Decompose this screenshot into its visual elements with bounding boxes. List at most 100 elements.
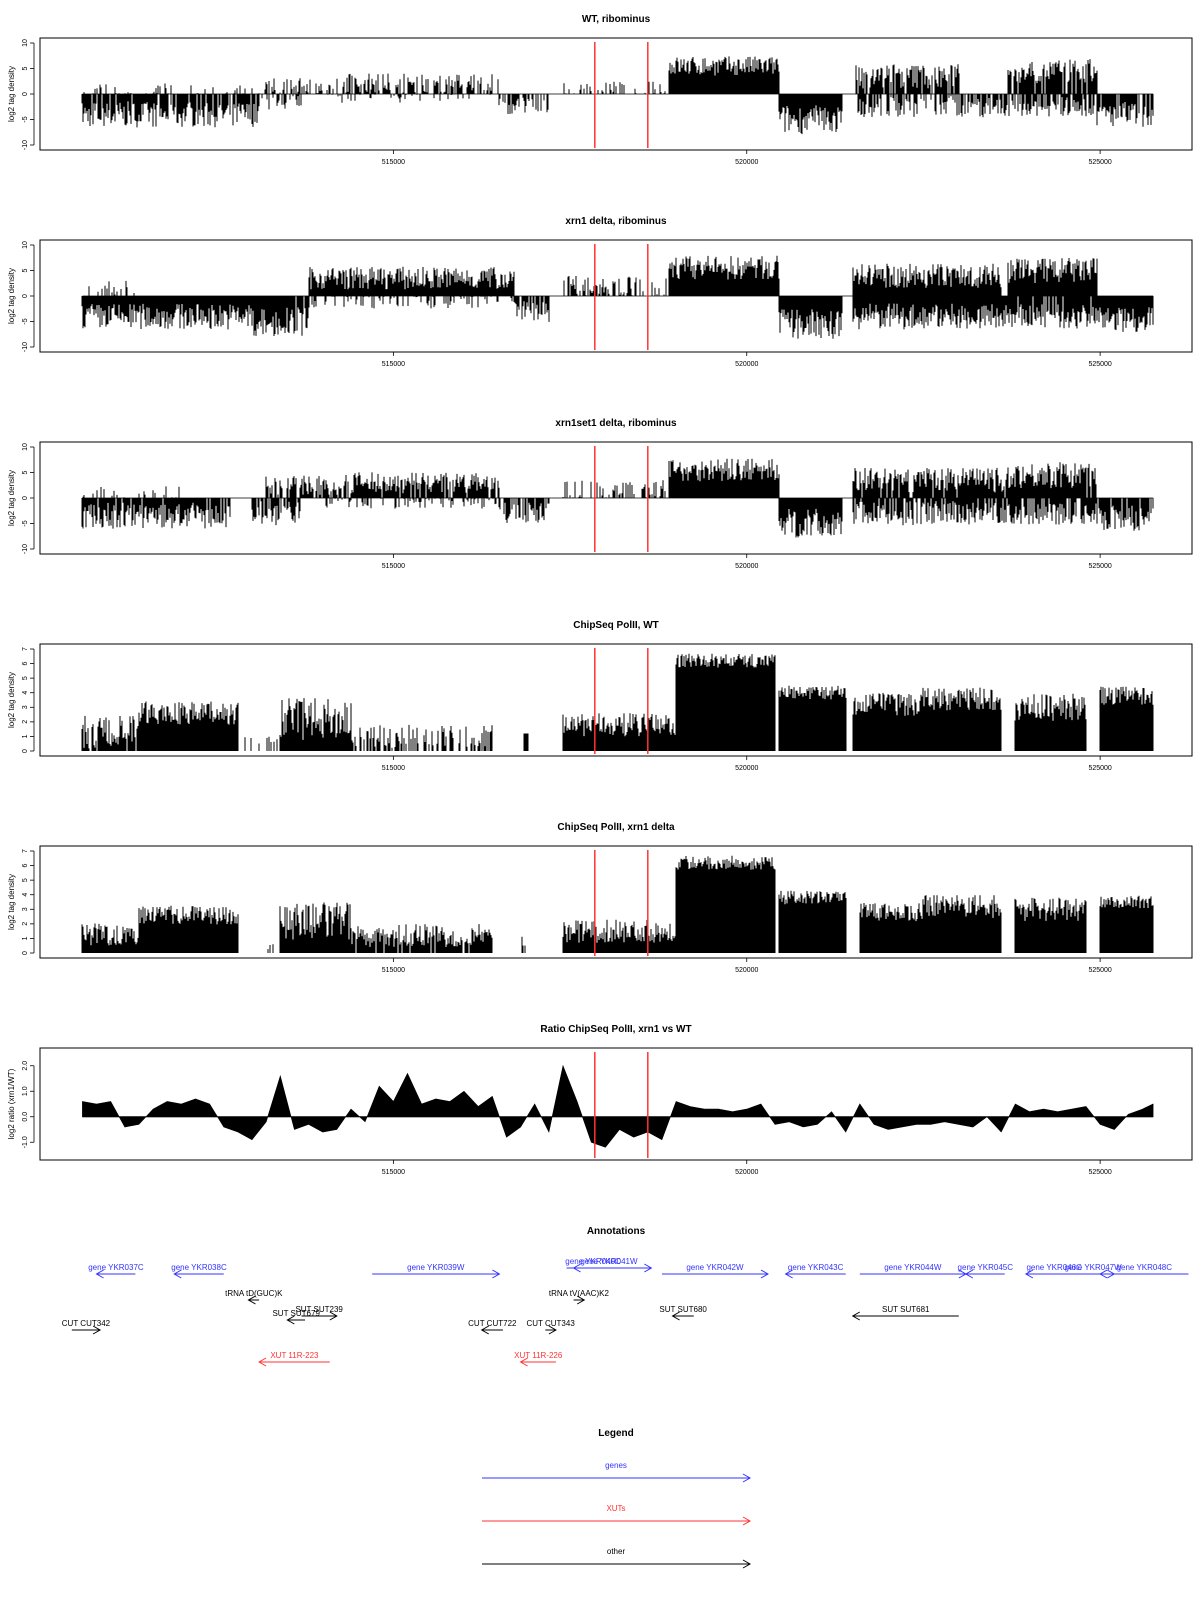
- annotation-label: gene YKR045C: [958, 1263, 1014, 1272]
- density-bars-segment-13: [1007, 59, 1098, 94]
- density-bars-segment-3: [251, 498, 301, 526]
- density-bars-segment-2: [82, 486, 180, 498]
- legend-title: Legend: [598, 1428, 634, 1439]
- y-tick-label: 5: [22, 878, 29, 882]
- annotation-arrow-head: [964, 1269, 974, 1279]
- density-bars-segment-10: [778, 94, 843, 135]
- annotation-arrow-head: [1024, 1269, 1034, 1279]
- annotation-arrow-head: [173, 1269, 182, 1279]
- density-bars-segment-1: [81, 94, 260, 128]
- y-tick-label: 5: [22, 66, 29, 70]
- y-tick-label: -10: [22, 140, 29, 150]
- annotation-label: XUT 11R-223: [270, 1351, 319, 1360]
- y-tick-label: -10: [22, 544, 29, 554]
- annotation-label: CUT CUT722: [468, 1319, 517, 1328]
- y-tick-label: 2: [22, 720, 29, 724]
- density-bars-segment-12: [852, 498, 1009, 526]
- annotation-label: gene YKR043C: [788, 1263, 844, 1272]
- panel-title: Ratio ChipSeq PolII, xrn1 vs WT: [540, 1024, 691, 1035]
- density-bars-segment-2: [88, 280, 135, 296]
- annotation-xut-11r-223: XUT 11R-223: [258, 1351, 330, 1367]
- y-tick-label: 0: [22, 951, 29, 955]
- y-axis-label: log2 tag density: [7, 672, 16, 728]
- annotation-arrow-head: [1099, 1269, 1108, 1279]
- y-tick-label: -10: [22, 342, 29, 352]
- legend-item-other: other: [482, 1547, 752, 1569]
- annotation-gene-ykr047w: gene YKR047W: [1064, 1263, 1122, 1279]
- density-bars-segment-6: [523, 733, 529, 751]
- density-bars-segment-14: [984, 94, 1098, 117]
- panel-title: ChipSeq PolII, WT: [573, 620, 659, 631]
- y-tick-label: 10: [22, 241, 29, 249]
- density-bars-segment-2: [83, 83, 273, 94]
- y-tick-label: 10: [22, 39, 29, 47]
- density-bars-segment-8: [675, 855, 776, 953]
- density-bars-segment-15: [1096, 498, 1154, 531]
- y-tick-label: 6: [22, 864, 29, 868]
- density-bars-segment-9: [778, 296, 843, 339]
- density-bars-segment-14: [1096, 296, 1154, 332]
- density-bars-segment-3: [261, 94, 302, 110]
- y-axis-label: log2 tag density: [7, 874, 16, 930]
- x-tick-label: 520000: [735, 159, 758, 166]
- legend-panel: Legend genes XUTs other: [482, 1428, 752, 1569]
- density-bars-segment-9: [778, 890, 847, 953]
- plot-frame: [39, 37, 1193, 151]
- annotation-label: SUT SUT679: [272, 1309, 320, 1318]
- annotation-label: tRNA tD(GUC)K: [225, 1289, 283, 1298]
- density-bars-segment-6: [325, 498, 500, 509]
- annotation-arrow-head: [572, 1263, 581, 1273]
- y-tick-label: 0: [22, 92, 29, 96]
- annotation-gene-ykr045c: gene YKR045C: [958, 1263, 1014, 1279]
- density-bars-segment-9: [668, 56, 780, 94]
- x-tick-label: 520000: [735, 967, 758, 974]
- panel-title: ChipSeq PolII, xrn1 delta: [557, 822, 675, 833]
- density-bars-segment-12: [1014, 693, 1087, 751]
- annotation-sut-sut680: SUT SUT680: [659, 1305, 707, 1321]
- density-bars-segment-7: [562, 713, 677, 751]
- annotation-trna-tv-aac-k2: tRNA tV(AAC)K2: [549, 1289, 609, 1305]
- density-bars-segment-1: [81, 498, 231, 529]
- annotation-arrow-head: [480, 1325, 489, 1335]
- y-axis-label: log2 tag density: [7, 66, 16, 122]
- track-panel-6: Ratio ChipSeq PolII, xrn1 vs WT -1.0 0.0 1.…: [7, 1024, 1193, 1176]
- annotation-arrow-head: [492, 1269, 501, 1279]
- annotation-arrow-head: [671, 1311, 680, 1321]
- annotation-arrow-head: [247, 1295, 256, 1305]
- annotation-arrow-head: [576, 1295, 586, 1305]
- density-bars-segment-3: [244, 736, 278, 751]
- annotation-label: gene YKR042W: [686, 1263, 744, 1272]
- y-tick-label: 3: [22, 907, 29, 911]
- annotation-label: XUT 11R-226: [514, 1351, 563, 1360]
- annotation-arrow-head: [760, 1269, 769, 1279]
- x-tick-label: 520000: [735, 563, 758, 570]
- annotation-gene-ykr040c: gene YKR040C: [565, 1257, 621, 1273]
- x-tick-label: 515000: [382, 1169, 405, 1176]
- density-bars-segment-7: [562, 919, 677, 953]
- plot-frame: [39, 239, 1193, 353]
- y-tick-label: 1: [22, 936, 29, 940]
- y-tick-label: 7: [22, 849, 29, 853]
- annotation-label: gene YKR047W: [1064, 1263, 1122, 1272]
- density-bars-segment-10: [852, 263, 1002, 296]
- annotation-arrow-head: [258, 1357, 267, 1367]
- panel-title: WT, ribominus: [582, 14, 651, 25]
- x-tick-label: 525000: [1088, 361, 1111, 368]
- annotation-gene-ykr038c: gene YKR038C: [171, 1263, 227, 1279]
- annotation-arrow-head: [548, 1325, 557, 1335]
- density-bars-segment-8: [563, 81, 666, 94]
- density-bars-segment-3: [251, 296, 310, 336]
- annotation-label: gene YKR044W: [884, 1263, 942, 1272]
- density-bars-segment-2: [138, 905, 239, 953]
- y-tick-label: 4: [22, 691, 29, 695]
- density-bars-segment-13: [1007, 462, 1097, 498]
- annotation-label: SUT SUT239: [295, 1305, 343, 1314]
- density-bars-segment-13: [1099, 895, 1154, 953]
- x-tick-label: 520000: [735, 1169, 758, 1176]
- density-bars-segment-4: [279, 902, 352, 953]
- density-bars-segment-6: [521, 936, 526, 953]
- x-tick-label: 525000: [1088, 967, 1111, 974]
- y-tick-label: 5: [22, 470, 29, 474]
- density-bars-segment-11: [922, 687, 1002, 751]
- annotation-gene-ykr043c: gene YKR043C: [784, 1263, 846, 1279]
